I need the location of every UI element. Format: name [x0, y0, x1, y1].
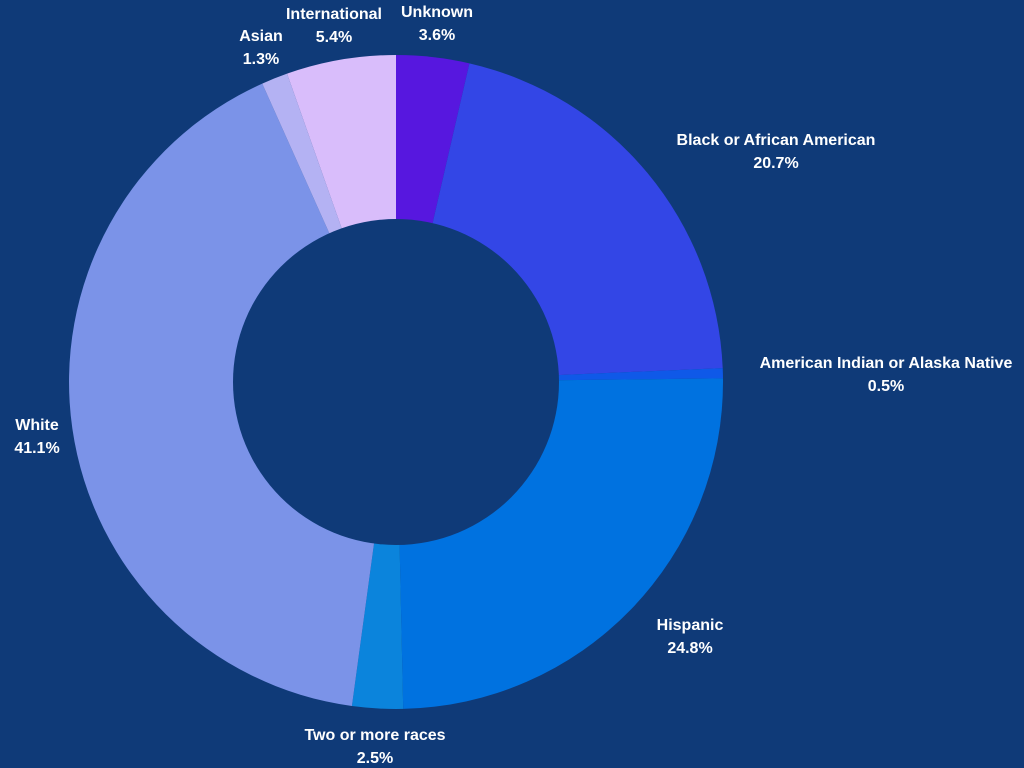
slice-label-name: Asian [239, 28, 283, 45]
slice-label-value: 5.4% [316, 29, 352, 46]
slice-label-name: Hispanic [657, 617, 724, 634]
slice-label-value: 24.8% [667, 640, 712, 657]
slice-label-value: 20.7% [753, 155, 798, 172]
labels-layer: Unknown 3.6% Black or African American 20.7… [14, 4, 1012, 767]
slice-label-name: Two or more races [304, 727, 445, 744]
slice-label-name: Unknown [401, 4, 473, 21]
slice-label-name: White [15, 417, 59, 434]
slice-white [69, 83, 396, 707]
slice-label-name: Black or African American [677, 132, 876, 149]
slice-label-value: 2.5% [357, 750, 393, 767]
slice-label-value: 41.1% [14, 440, 59, 457]
slice-label-name: American Indian or Alaska Native [760, 355, 1013, 372]
donut-hole [233, 219, 559, 545]
slice-label-name: International [286, 6, 382, 23]
slice-label-value: 1.3% [243, 51, 279, 68]
slice-label-value: 0.5% [868, 378, 904, 395]
slice-label-value: 3.6% [419, 27, 455, 44]
